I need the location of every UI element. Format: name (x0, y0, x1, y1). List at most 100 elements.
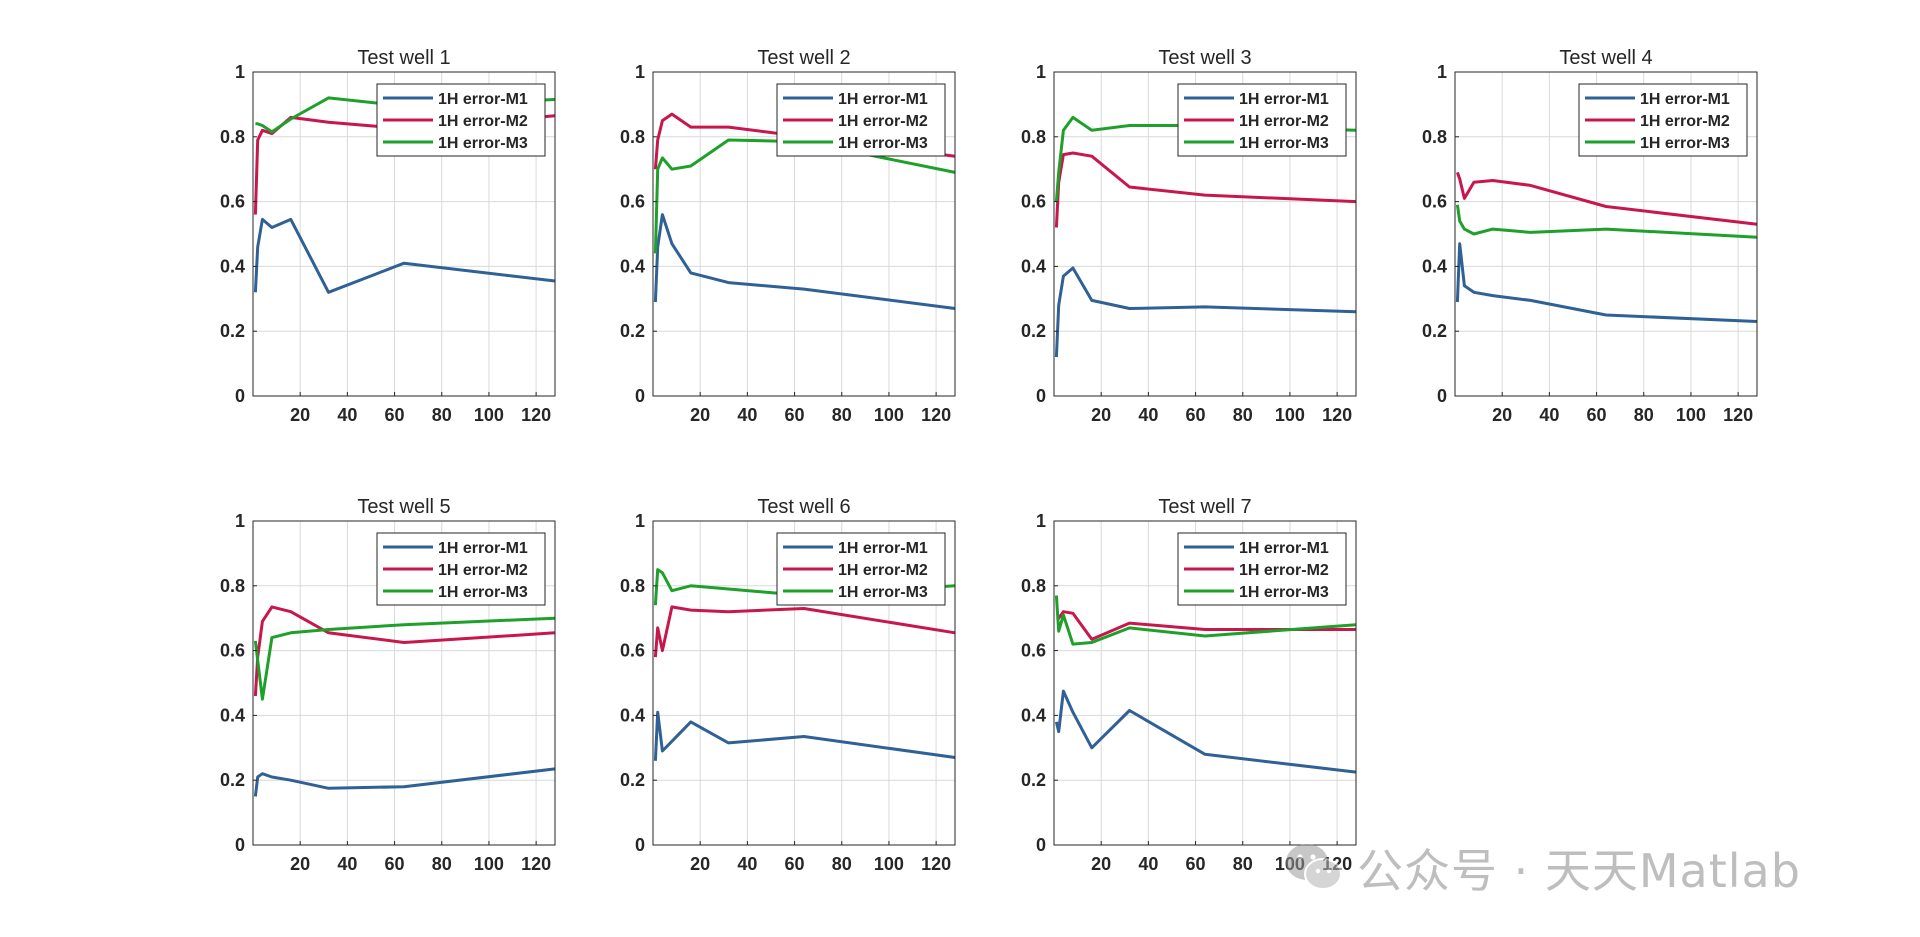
x-tick-label: 20 (690, 405, 710, 425)
x-tick-label: 40 (337, 405, 357, 425)
legend: 1H error-M1 1H error-M2 1H error-M3 (376, 83, 546, 157)
legend-label-m3: 1H error-M3 (438, 135, 528, 152)
x-tick-label: 80 (1634, 405, 1654, 425)
series-line-m3 (253, 616, 556, 701)
legend-label-m1: 1H error-M1 (838, 540, 928, 557)
x-tick-label: 120 (921, 405, 951, 425)
legend-label-m1: 1H error-M1 (438, 91, 528, 108)
x-tick-label: 20 (690, 854, 710, 874)
legend-label-m3: 1H error-M3 (1239, 135, 1329, 152)
y-tick-label: 0 (1036, 835, 1046, 855)
x-tick-label: 20 (1492, 405, 1512, 425)
y-tick-label: 0.8 (620, 576, 645, 596)
legend: 1H error-M1 1H error-M2 1H error-M3 (376, 532, 546, 606)
series-line-m1 (1054, 266, 1357, 358)
axes-box (1053, 71, 1357, 397)
y-tick-label: 0.2 (220, 770, 245, 790)
y-tick-label: 0.8 (1422, 127, 1447, 147)
subplot-title: Test well 6 (757, 496, 850, 518)
watermark: 公众号 · 天天Matlab (1283, 838, 1801, 898)
x-tick-label: 20 (290, 854, 310, 874)
subplot-test-well-2: 20 40 60 80 100 120 0 0.2 0.4 0.6 0.8 1 Test well 2 1… (620, 47, 956, 425)
legend-label-m2: 1H error-M2 (438, 562, 528, 579)
x-tick-label: 40 (1138, 405, 1158, 425)
x-tick-label: 100 (474, 405, 504, 425)
subplot-title: Test well 1 (357, 47, 450, 69)
axes-box (1454, 71, 1758, 397)
x-tick-label: 100 (1275, 405, 1305, 425)
legend-label-m3: 1H error-M3 (838, 584, 928, 601)
y-tick-label: 0 (235, 386, 245, 406)
legend-label-m3: 1H error-M3 (438, 584, 528, 601)
legend: 1H error-M1 1H error-M2 1H error-M3 (1578, 83, 1748, 157)
x-tick-label: 60 (385, 854, 405, 874)
y-tick-label: 0 (1036, 386, 1046, 406)
y-tick-label: 1 (1437, 62, 1447, 82)
series-line-m2 (653, 605, 956, 658)
series-line-m1 (253, 217, 556, 294)
y-tick-label: 0.2 (620, 321, 645, 341)
y-tick-label: 0.4 (1422, 256, 1447, 276)
x-tick-label: 120 (1723, 405, 1753, 425)
y-tick-label: 0.8 (220, 576, 245, 596)
subplot-title: Test well 3 (1158, 47, 1251, 69)
legend-label-m1: 1H error-M1 (1239, 540, 1329, 557)
subplot-test-well-5: 20 40 60 80 100 120 0 0.2 0.4 0.6 0.8 1 Test well 5 1… (220, 496, 556, 874)
y-tick-label: 0.8 (220, 127, 245, 147)
y-tick-label: 0.4 (1021, 705, 1046, 725)
y-tick-label: 0.8 (620, 127, 645, 147)
series-line-m3 (1054, 595, 1357, 646)
y-tick-label: 0 (635, 835, 645, 855)
subplot-test-well-4: 20 40 60 80 100 120 0 0.2 0.4 0.6 0.8 1 Test well 4 1… (1422, 47, 1758, 425)
subplot-title: Test well 5 (357, 496, 450, 518)
y-tick-label: 0.6 (1021, 641, 1046, 661)
x-tick-label: 80 (832, 405, 852, 425)
x-tick-label: 80 (1233, 405, 1253, 425)
x-tick-label: 100 (874, 854, 904, 874)
y-tick-label: 1 (235, 511, 245, 531)
legend-label-m2: 1H error-M2 (438, 113, 528, 130)
y-tick-label: 0 (235, 835, 245, 855)
y-tick-label: 0.8 (1021, 576, 1046, 596)
legend-label-m3: 1H error-M3 (1640, 135, 1730, 152)
y-tick-label: 1 (1036, 62, 1046, 82)
y-tick-label: 0.4 (220, 256, 245, 276)
x-tick-label: 120 (521, 405, 551, 425)
y-tick-label: 1 (635, 511, 645, 531)
legend-label-m2: 1H error-M2 (1239, 113, 1329, 130)
subplot-test-well-6: 20 40 60 80 100 120 0 0.2 0.4 0.6 0.8 1 Test well 6 1… (620, 496, 956, 874)
x-tick-label: 40 (337, 854, 357, 874)
x-tick-label: 20 (1091, 405, 1111, 425)
x-tick-label: 80 (432, 405, 452, 425)
subplot-test-well-1: 20 40 60 80 100 120 0 0.2 0.4 0.6 0.8 1 Test well 1 1… (220, 47, 556, 425)
legend-box (1578, 83, 1748, 157)
legend: 1H error-M1 1H error-M2 1H error-M3 (1177, 83, 1347, 157)
axes-box (252, 520, 556, 846)
x-tick-label: 40 (737, 405, 757, 425)
x-tick-label: 40 (1539, 405, 1559, 425)
x-tick-label: 60 (1186, 405, 1206, 425)
y-tick-label: 0.6 (220, 641, 245, 661)
x-tick-label: 100 (1676, 405, 1706, 425)
series-line-m1 (653, 213, 956, 310)
y-tick-label: 1 (1036, 511, 1046, 531)
x-tick-label: 40 (737, 854, 757, 874)
y-tick-label: 0.6 (220, 192, 245, 212)
x-tick-label: 40 (1138, 854, 1158, 874)
legend-label-m2: 1H error-M2 (838, 562, 928, 579)
series-line-m2 (1455, 171, 1758, 226)
x-tick-label: 60 (1186, 854, 1206, 874)
x-tick-label: 100 (474, 854, 504, 874)
y-tick-label: 1 (635, 62, 645, 82)
x-tick-label: 80 (432, 854, 452, 874)
x-tick-label: 80 (832, 854, 852, 874)
legend-label-m2: 1H error-M2 (1640, 113, 1730, 130)
legend-label-m3: 1H error-M3 (1239, 584, 1329, 601)
y-tick-label: 0.6 (620, 192, 645, 212)
legend-label-m2: 1H error-M2 (1239, 562, 1329, 579)
y-tick-label: 0.4 (220, 705, 245, 725)
series-line-m2 (253, 605, 556, 697)
x-tick-label: 60 (785, 854, 805, 874)
subplot-test-well-3: 20 40 60 80 100 120 0 0.2 0.4 0.6 0.8 1 Test well 3 1… (1021, 47, 1357, 425)
